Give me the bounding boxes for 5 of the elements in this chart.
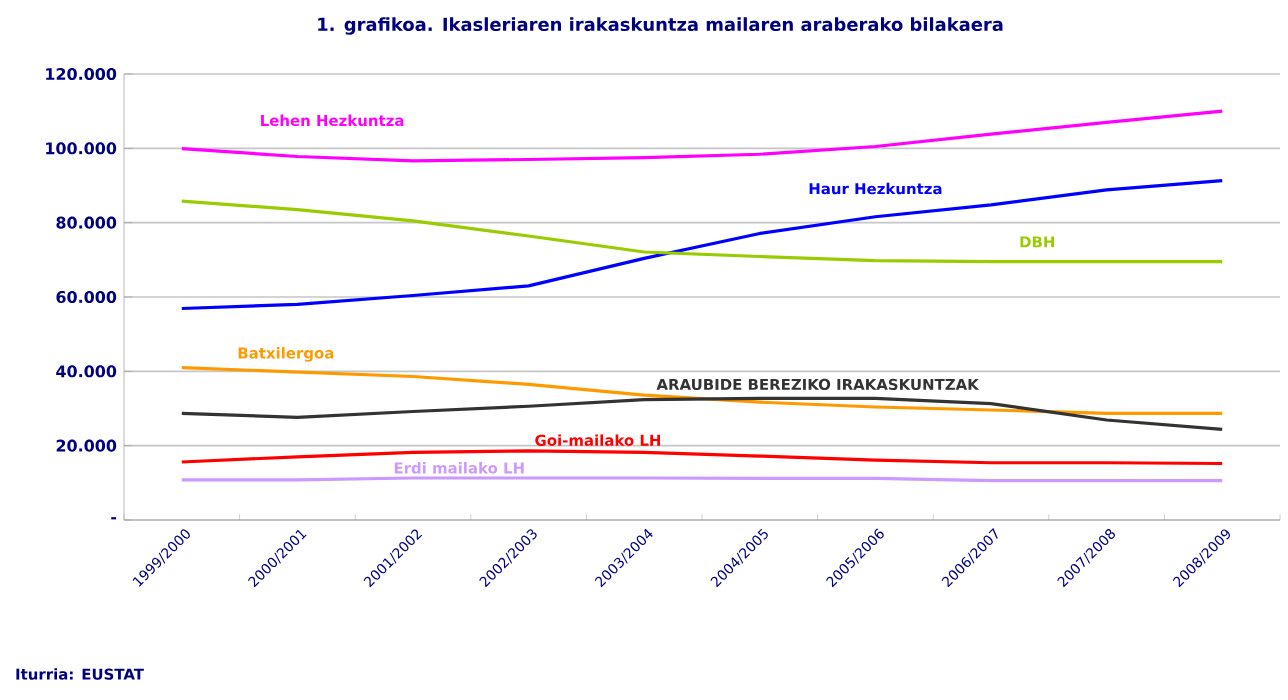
chart-title: 1. grafikoa. Ikasleriaren irakaskuntza mailaren araberako bilakaera: [318, 17, 1003, 35]
line-series: [180, 109, 1224, 163]
line-series: [180, 449, 1224, 466]
line-series: [180, 179, 1224, 311]
line-series: [180, 396, 1224, 431]
